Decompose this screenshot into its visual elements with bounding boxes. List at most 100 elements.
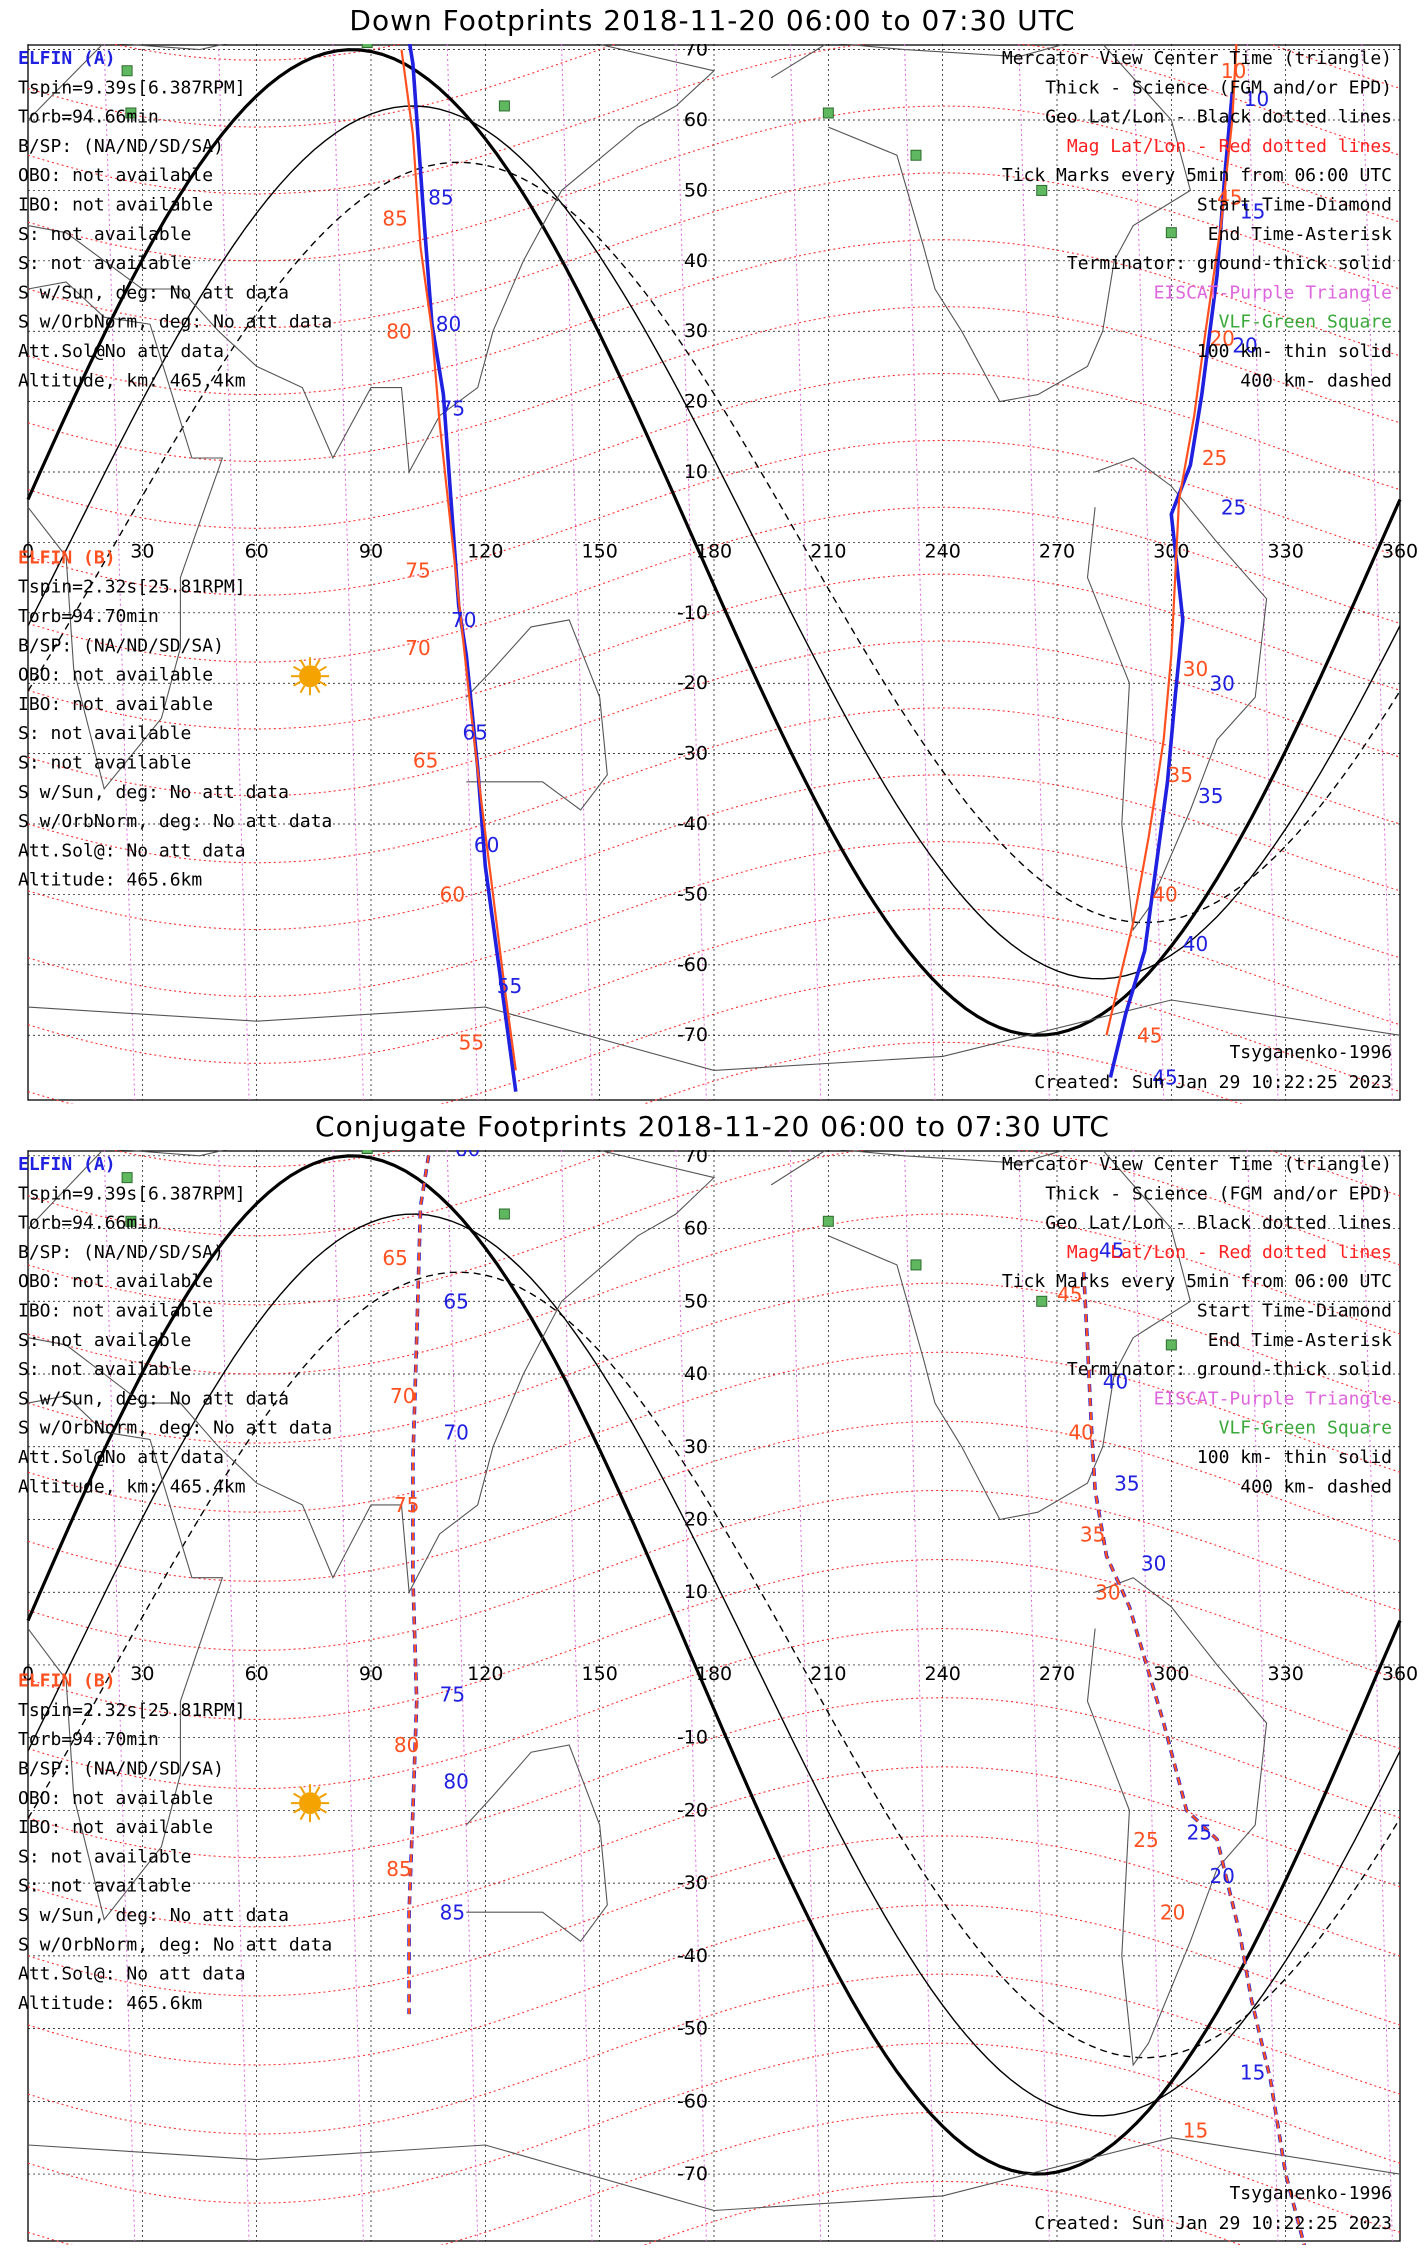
left-info-b-line: Altitude: 465.6km bbox=[18, 1993, 202, 2014]
track-time-label-b: 45 bbox=[1217, 186, 1242, 210]
left-info-a-line: IBO: not available bbox=[18, 1301, 213, 1322]
left-info-b-line: OBO: not available bbox=[18, 665, 213, 686]
vlf-station-marker bbox=[361, 1150, 373, 1155]
right-legend-line: EISCAT-Purple Triangle bbox=[1154, 1388, 1392, 1409]
left-info-b-line: Tspin=2.32s[25.81RPM] bbox=[18, 577, 246, 598]
sun-ray bbox=[299, 1786, 306, 1795]
mag-lon-line bbox=[675, 44, 707, 1101]
orbit-track-line bbox=[1082, 1272, 1306, 2245]
track-time-label-a: 65 bbox=[443, 1290, 468, 1314]
track-time-label-b: 30 bbox=[1183, 657, 1208, 681]
mag-lon-line bbox=[1018, 44, 1050, 1101]
x-tick-label: 210 bbox=[810, 540, 846, 562]
coastlines bbox=[27, 1150, 1401, 2212]
left-info-a-line: OBO: not available bbox=[18, 165, 213, 186]
y-tick-label: 50 bbox=[684, 1290, 708, 1312]
left-info-b-line: ELFIN (B) bbox=[18, 547, 116, 568]
y-tick-label: -50 bbox=[677, 883, 708, 905]
mag-lon-line bbox=[561, 44, 593, 1101]
mag-lon-line bbox=[446, 44, 479, 1101]
left-info-b-line: OBO: not available bbox=[18, 1788, 213, 1809]
x-tick-label: 210 bbox=[810, 1663, 846, 1685]
sun-ray bbox=[319, 1807, 327, 1814]
mag-lon-line bbox=[1247, 44, 1279, 1101]
vlf-station-marker bbox=[121, 65, 133, 77]
left-info-a-line: IBO: not available bbox=[18, 195, 213, 216]
left-info-a-line: B/SP: (NA/ND/SD/SA) bbox=[18, 1242, 224, 1263]
coastline-path bbox=[27, 1395, 224, 1921]
y-tick-label: 60 bbox=[684, 109, 708, 131]
sun-ray bbox=[319, 1792, 327, 1799]
y-tick-label: 70 bbox=[684, 44, 708, 61]
sun-ray bbox=[293, 1807, 301, 1814]
left-info-b-line: Torb=94.70min bbox=[18, 606, 159, 627]
sun-ray bbox=[314, 685, 321, 694]
mag-lon-line bbox=[1132, 1150, 1165, 2242]
x-tick-label: 180 bbox=[696, 540, 732, 562]
left-info-b-line: B/SP: (NA/ND/SD/SA) bbox=[18, 1758, 224, 1779]
terminator-ground-line bbox=[26, 1154, 1402, 2176]
right-legend-line: Mag Lat/Lon - Red dotted lines bbox=[1067, 1242, 1392, 1263]
track-time-label-a: 60 bbox=[474, 833, 499, 857]
x-tick-label: 90 bbox=[359, 1663, 383, 1685]
y-tick-label: 70 bbox=[684, 1150, 708, 1167]
right-legend-line: Thick - Science (FGM and/or EPD) bbox=[1045, 1183, 1392, 1204]
y-tick-label: 10 bbox=[684, 461, 708, 483]
right-legend-line: Thick - Science (FGM and/or EPD) bbox=[1045, 77, 1392, 98]
left-info-a-line: S w/Sun, deg: No att data bbox=[18, 282, 289, 303]
x-tick-label: 150 bbox=[582, 1663, 618, 1685]
left-info-a-line: S: not available bbox=[18, 1330, 191, 1351]
orbit-track-line bbox=[1105, 44, 1238, 1036]
track-time-label-a: 35 bbox=[1114, 1471, 1139, 1495]
mag-lon-line bbox=[789, 1150, 822, 2242]
left-info-b-line: S w/OrbNorm, deg: No att data bbox=[18, 1934, 332, 1955]
track-time-label-b: 75 bbox=[405, 559, 430, 583]
coastline-path bbox=[770, 44, 1192, 403]
y-tick-label: 20 bbox=[684, 391, 708, 413]
x-tick-label: 90 bbox=[359, 540, 383, 562]
x-tick-label: 0 bbox=[22, 1663, 34, 1685]
mag-lon-line bbox=[446, 1150, 479, 2242]
track-time-label-a: 15 bbox=[1240, 200, 1265, 224]
track-time-label-a: 40 bbox=[1183, 932, 1208, 956]
track-time-label-a: 80 bbox=[436, 312, 461, 336]
right-legend-line: Terminator: ground-thick solid bbox=[1067, 253, 1392, 274]
track-time-label-b: 20 bbox=[1209, 326, 1234, 350]
coastlines bbox=[27, 44, 1401, 1071]
vlf-station-marker bbox=[910, 1259, 922, 1271]
orbit-track-line bbox=[400, 49, 517, 1071]
right-legend-line: 100 km- thin solid bbox=[1197, 341, 1392, 362]
left-info-b-line: IBO: not available bbox=[18, 1817, 213, 1838]
vlf-station-marker bbox=[1036, 184, 1048, 196]
terminator bbox=[26, 48, 1402, 1037]
right-legend-line: VLF-Green Square bbox=[1219, 1418, 1392, 1439]
left-info-b-line: S: not available bbox=[18, 1846, 191, 1867]
right-legend-line: Mercator View Center Time (triangle) bbox=[1002, 1154, 1392, 1175]
y-tick-label: -40 bbox=[677, 813, 708, 835]
x-tick-label: 270 bbox=[1039, 540, 1075, 562]
coastline-path bbox=[465, 1744, 608, 1943]
vlf-station-marker bbox=[121, 1172, 133, 1184]
right-legend-line: VLF-Green Square bbox=[1219, 312, 1392, 333]
sun-ray bbox=[293, 665, 301, 672]
y-tick-label: -70 bbox=[677, 1024, 708, 1046]
left-info-a-line: Att.Sol@No att data bbox=[18, 341, 224, 362]
x-tick-label: 60 bbox=[245, 1663, 269, 1685]
mag-lon-line bbox=[789, 44, 822, 1101]
vlf-station-marker bbox=[498, 100, 510, 112]
track-time-label-a: 80 bbox=[443, 1770, 468, 1794]
right-legend-line: Geo Lat/Lon - Black dotted lines bbox=[1045, 1213, 1392, 1234]
sun-disk bbox=[299, 665, 322, 688]
right-legend-line: Mag Lat/Lon - Red dotted lines bbox=[1067, 136, 1392, 157]
mag-lon-line bbox=[675, 1150, 707, 2242]
y-tick-label: -30 bbox=[677, 743, 708, 765]
footer-created-date: Created: Sun Jan 29 10:22:25 2023 bbox=[1034, 2213, 1392, 2234]
coastline-path bbox=[465, 619, 608, 811]
mag-lon-line bbox=[1247, 1150, 1279, 2242]
left-info-a-line: Altitude, km: 465.4km bbox=[18, 1476, 246, 1497]
vlf-station-marker bbox=[910, 149, 922, 161]
sun-ray bbox=[314, 1812, 321, 1821]
vlf-station-marker bbox=[361, 44, 373, 49]
vlf-station-marker bbox=[125, 107, 137, 119]
sun-ray bbox=[299, 659, 306, 668]
